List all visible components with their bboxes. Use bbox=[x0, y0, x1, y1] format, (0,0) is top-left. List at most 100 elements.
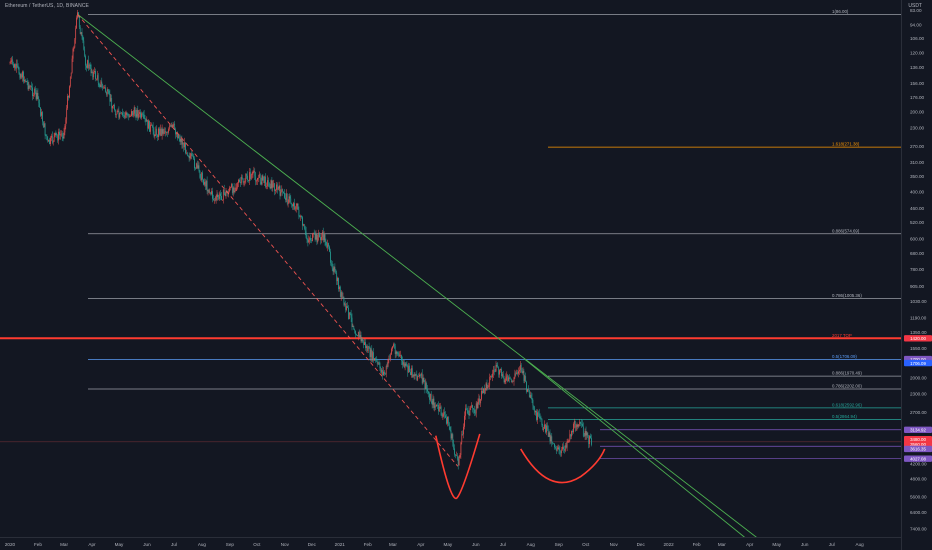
candle-body bbox=[425, 383, 427, 389]
candle-body bbox=[102, 83, 104, 89]
candle-body bbox=[192, 155, 194, 157]
candle-body bbox=[294, 203, 295, 210]
candle-body bbox=[237, 183, 239, 188]
candle-body bbox=[89, 64, 91, 66]
candle-body bbox=[75, 28, 77, 40]
price-axis[interactable] bbox=[901, 0, 932, 550]
candle-body bbox=[535, 410, 536, 413]
candle-body bbox=[510, 379, 512, 383]
candle-body bbox=[435, 405, 437, 407]
candle-body bbox=[395, 351, 397, 354]
cup-curve-right[interactable] bbox=[520, 448, 606, 484]
candle-body bbox=[96, 75, 98, 79]
candle-body bbox=[305, 231, 307, 238]
candle-body bbox=[334, 267, 336, 270]
candle-body bbox=[364, 342, 365, 345]
candle-body bbox=[63, 132, 65, 139]
candle-body bbox=[458, 457, 460, 466]
fib-level-label: 1.618(271.38) bbox=[832, 142, 860, 147]
candle-body bbox=[339, 286, 341, 297]
candle-body bbox=[330, 251, 331, 263]
candle-body bbox=[562, 446, 563, 450]
candle-body bbox=[437, 404, 438, 406]
candle-body bbox=[432, 398, 434, 405]
candle-body bbox=[261, 175, 263, 185]
candle-body bbox=[188, 156, 190, 159]
candle-body bbox=[506, 375, 508, 377]
candle-body bbox=[101, 81, 103, 84]
candle-body bbox=[92, 72, 94, 78]
trendline-secondary[interactable] bbox=[524, 358, 749, 541]
candle-body bbox=[165, 131, 167, 133]
candle-body bbox=[15, 64, 17, 69]
candle-body bbox=[80, 32, 82, 34]
candle-body bbox=[384, 371, 385, 375]
candle-body bbox=[301, 215, 302, 218]
candle-body bbox=[289, 196, 291, 199]
candle-body bbox=[564, 445, 566, 451]
candle-body bbox=[553, 443, 554, 445]
dashed-trendline[interactable] bbox=[77, 14, 459, 467]
candle-body bbox=[462, 434, 464, 435]
candle-body bbox=[68, 95, 69, 98]
candle-body bbox=[145, 118, 147, 122]
candle-body bbox=[60, 134, 61, 136]
candle-body bbox=[20, 74, 22, 78]
candle-body bbox=[449, 426, 451, 431]
candle-body bbox=[303, 224, 304, 226]
candle-body bbox=[46, 135, 48, 140]
candle-body bbox=[519, 364, 521, 370]
candle-body bbox=[150, 124, 152, 126]
candle-body bbox=[52, 141, 54, 143]
cup-curve-left[interactable] bbox=[435, 433, 481, 500]
candle-body bbox=[332, 268, 334, 272]
candle-body bbox=[430, 393, 432, 402]
candle-body bbox=[120, 112, 122, 114]
candle-body bbox=[296, 203, 298, 206]
candle-body bbox=[516, 372, 518, 374]
candle-body bbox=[58, 131, 59, 141]
candle-body bbox=[179, 138, 181, 142]
candle-body bbox=[548, 432, 550, 437]
candle-body bbox=[555, 448, 557, 451]
candle-body bbox=[66, 108, 68, 120]
candle-body bbox=[205, 181, 207, 187]
candle-body bbox=[366, 346, 367, 349]
candle-body bbox=[59, 131, 60, 136]
candle-body bbox=[131, 111, 132, 117]
candle-body bbox=[168, 129, 169, 133]
candle-body bbox=[380, 368, 382, 373]
candle-body bbox=[446, 417, 447, 424]
candle-body bbox=[463, 426, 464, 435]
time-axis[interactable] bbox=[0, 537, 902, 550]
candle-body bbox=[147, 119, 149, 129]
candle-body bbox=[98, 82, 100, 86]
candle-body bbox=[339, 286, 340, 290]
trendline-main[interactable] bbox=[77, 13, 761, 541]
candle-body bbox=[336, 272, 338, 282]
fib-level-label: 0.886(574.69) bbox=[832, 228, 860, 233]
candle-body bbox=[181, 138, 183, 145]
candle-body bbox=[452, 434, 454, 444]
candle-body bbox=[397, 353, 399, 355]
candle-body bbox=[24, 79, 25, 82]
candle-body bbox=[316, 233, 318, 243]
candle-body bbox=[578, 424, 580, 427]
candle-body bbox=[90, 64, 92, 73]
candle-body bbox=[388, 358, 390, 360]
candle-body bbox=[170, 125, 172, 127]
candle-body bbox=[428, 391, 429, 394]
candle-body bbox=[442, 413, 444, 417]
candle-body bbox=[40, 107, 41, 116]
candle-body bbox=[474, 413, 476, 414]
candle-body bbox=[48, 139, 50, 142]
candle-body bbox=[418, 376, 419, 377]
candle-body bbox=[123, 115, 124, 117]
candle-body bbox=[590, 435, 591, 439]
candle-body bbox=[327, 243, 329, 248]
candle-body bbox=[56, 135, 58, 137]
candle-body bbox=[87, 60, 89, 69]
candle-body bbox=[134, 107, 136, 115]
